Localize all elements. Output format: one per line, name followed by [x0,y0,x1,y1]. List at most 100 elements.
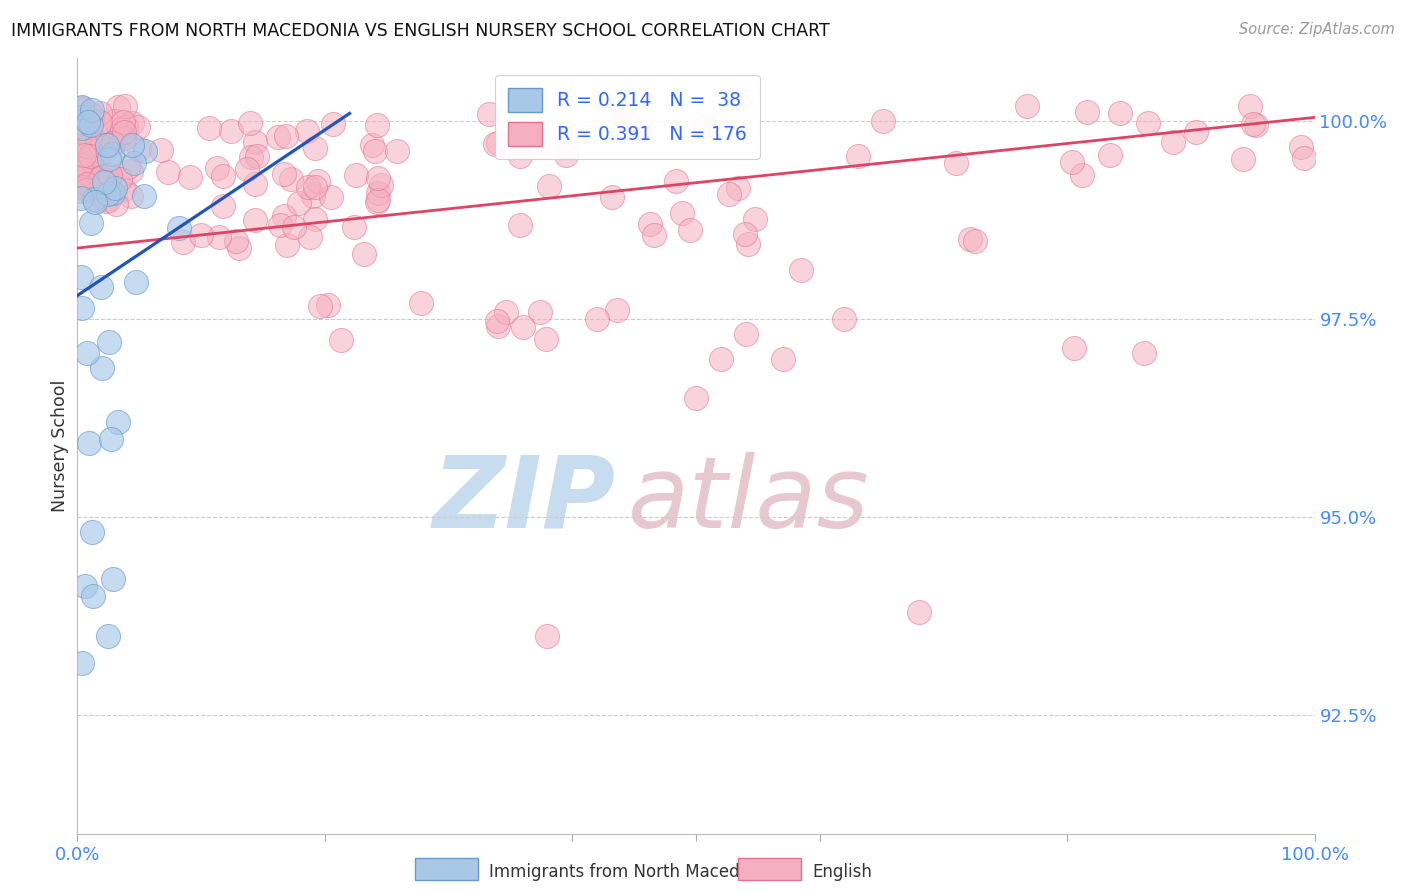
Point [100,432,122,446]
Point [665,174,688,188]
Point [205,161,228,176]
Point [319,190,342,204]
Point [367,193,389,207]
Point [225,235,247,249]
Point [366,119,388,133]
Point [100,181,122,195]
Point [478,107,501,121]
Point [627,124,650,138]
Point [212,169,235,183]
Point [307,174,329,188]
Point [82,590,104,604]
Point [364,144,387,158]
Point [486,136,509,151]
Point [90,138,112,153]
Point [316,298,339,312]
Point [236,161,259,176]
Point [86,135,108,149]
Point [727,181,749,195]
Point [1063,341,1085,355]
Point [112,131,135,145]
Point [72,656,94,670]
Point [846,149,869,163]
Text: ZIP: ZIP [433,452,616,549]
Point [112,115,135,129]
Legend: R = 0.214   N =  38, R = 0.391   N = 176: R = 0.214 N = 38, R = 0.391 N = 176 [495,75,759,159]
Point [83,171,105,186]
Point [283,219,305,234]
Point [1244,118,1267,132]
Point [945,156,967,170]
Point [77,435,100,450]
Point [79,181,101,195]
Point [509,218,531,232]
Point [221,124,243,138]
Point [134,144,156,158]
Point [718,186,741,201]
Point [83,192,105,206]
Point [82,113,104,128]
Point [114,99,136,113]
Point [83,143,105,157]
Point [613,110,636,124]
Point [112,182,135,196]
Point [304,141,326,155]
Point [80,106,103,120]
Point [80,153,103,167]
Point [90,180,112,194]
Point [120,164,142,178]
Point [167,221,190,235]
Point [94,194,117,208]
Point [107,100,129,114]
Point [512,320,534,334]
Point [69,110,91,124]
Point [367,171,389,186]
Point [91,360,114,375]
Point [353,246,375,260]
Point [322,118,344,132]
Point [76,139,98,153]
Point [772,351,794,366]
Point [299,230,322,244]
Point [67,135,90,149]
Point [710,351,733,366]
Point [555,148,578,162]
Point [536,332,558,346]
Point [239,150,262,164]
Point [94,185,117,199]
Point [274,128,297,143]
Point [75,579,97,593]
Point [1232,152,1254,166]
Point [93,175,115,189]
Point [734,227,756,241]
Point [1241,117,1264,131]
Point [1294,151,1316,165]
Point [134,189,156,203]
Point [343,219,366,234]
Point [273,209,295,223]
Point [246,149,269,163]
Point [108,171,131,186]
Point [70,120,93,135]
Point [125,276,148,290]
Point [1109,106,1132,120]
Point [190,227,212,242]
Point [96,138,118,153]
Point [97,136,120,151]
Point [121,116,143,130]
Point [370,178,392,192]
Point [484,136,506,151]
Point [243,213,266,227]
Point [98,334,121,349]
Point [107,415,129,429]
Point [679,223,702,237]
Point [536,629,558,643]
Point [128,142,150,156]
Point [304,212,326,227]
Point [104,197,127,211]
Point [94,168,117,182]
Point [83,194,105,209]
Point [243,135,266,149]
Point [344,168,367,182]
Point [735,326,758,341]
